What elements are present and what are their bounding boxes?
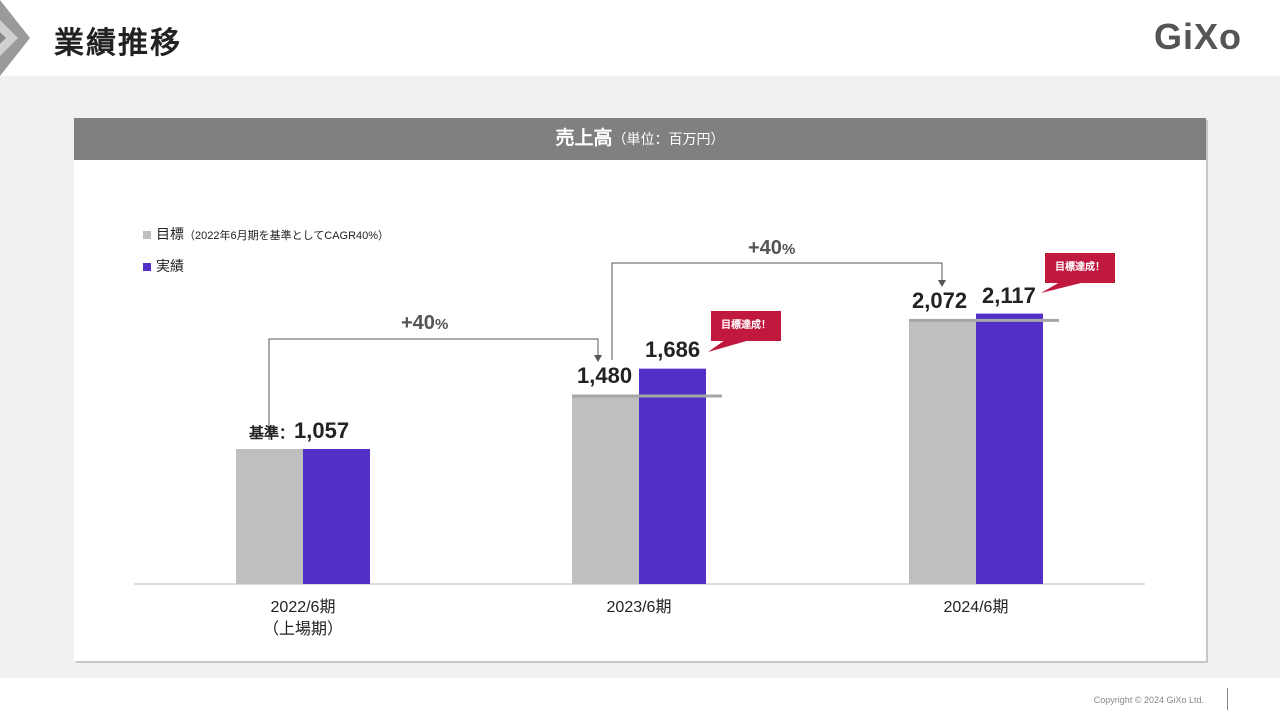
growth-label-1: +40% — [401, 312, 449, 334]
achieved-badge-2023: 目標達成！ — [711, 311, 781, 341]
arrowhead-2 — [938, 280, 946, 287]
chevron-decoration-icon — [0, 0, 30, 76]
arrowhead-1 — [594, 355, 602, 362]
legend-swatch-target — [143, 231, 151, 239]
badge-tail-1 — [708, 340, 750, 352]
category-label-2022: 2022/6期 （上場期） — [262, 599, 343, 638]
target-label-2023: 1,480 — [577, 363, 633, 388]
bar-actual-1 — [639, 368, 706, 584]
growth-arrow-1 — [268, 338, 599, 440]
gixo-logo: GiXo — [1154, 16, 1243, 57]
bar-target-0 — [236, 449, 303, 584]
growth-label-2: +40% — [748, 237, 796, 259]
bar-actual-0 — [303, 449, 370, 584]
card-title: 売上高 — [555, 128, 613, 149]
badge-tail-2 — [1041, 282, 1085, 293]
legend-actual: 実績 — [143, 256, 184, 276]
copyright: Copyright © 2024 GiXo Ltd. — [1093, 695, 1204, 705]
actual-label-2024: 2,117 — [982, 283, 1036, 308]
category-label-2024: 2024/6期 — [943, 599, 1009, 616]
bar-target-2 — [909, 319, 976, 584]
card-unit: （単位：百万円） — [612, 131, 725, 147]
header-bar: 業績推移 GiXo — [0, 0, 1280, 76]
growth-arrow-2 — [611, 262, 943, 360]
bar-target-1 — [572, 394, 639, 584]
legend-swatch-actual — [143, 263, 151, 271]
target-label-2024: 2,072 — [912, 288, 968, 313]
card-header: 売上高（単位：百万円） — [74, 118, 1206, 160]
footer: Copyright © 2024 GiXo Ltd. — [0, 678, 1280, 720]
page-title: 業績推移 — [54, 27, 182, 60]
bar-actual-2 — [976, 313, 1043, 584]
achieved-badge-2024: 目標達成！ — [1045, 253, 1115, 283]
legend-target: 目標（2022年6月期を基準としてCAGR40%） — [143, 224, 389, 244]
base-label: 基準：1,057 — [249, 418, 350, 443]
footer-divider — [1227, 688, 1228, 710]
category-label-2023: 2023/6期 — [606, 599, 672, 616]
actual-label-2023: 1,686 — [645, 337, 701, 362]
